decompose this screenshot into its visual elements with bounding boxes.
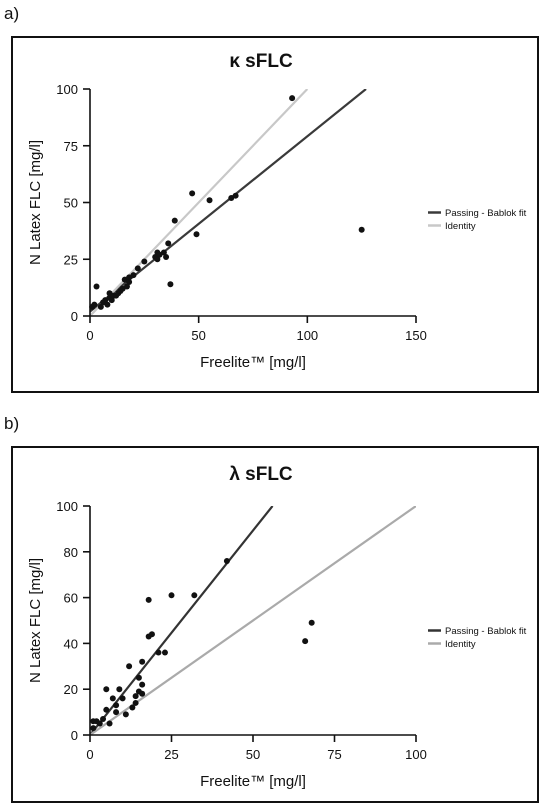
chart-b-frame: λ sFLC 0 20 40 60 80 100 0 25 50 75 100 Freelite™ [m… — [11, 446, 539, 803]
x-tick-label: 75 — [327, 747, 341, 762]
data-point — [100, 715, 107, 722]
identity-line — [90, 89, 309, 316]
y-tick-label: 50 — [64, 196, 78, 211]
data-point — [134, 265, 141, 272]
data-point — [193, 231, 200, 238]
data-point — [189, 190, 196, 197]
y-tick-label: 40 — [64, 636, 78, 651]
x-tick-label: 0 — [86, 328, 93, 343]
data-point — [108, 297, 115, 304]
data-point — [171, 217, 178, 224]
chart-b: λ sFLC 0 20 40 60 80 100 0 25 50 75 100 Freelite™ [m… — [27, 464, 527, 790]
y-tick-label: 0 — [71, 728, 78, 743]
data-point — [130, 272, 137, 279]
data-point — [109, 695, 116, 702]
x-tick-label: 100 — [296, 328, 318, 343]
data-point — [91, 301, 98, 308]
panel-a-label: a) — [4, 4, 20, 23]
data-point — [168, 592, 175, 599]
data-point — [132, 693, 139, 700]
data-point — [135, 674, 142, 681]
data-point — [119, 695, 126, 702]
data-point — [126, 278, 133, 285]
x-axis-label: Freelite™ [mg/l] — [200, 773, 306, 790]
chart-title: λ sFLC — [229, 464, 293, 485]
y-axis-label: N Latex FLC [mg/l] — [27, 558, 44, 683]
data-point — [126, 663, 133, 670]
x-tick-label: 50 — [246, 747, 260, 762]
data-point — [103, 706, 110, 713]
y-tick-label: 100 — [56, 499, 78, 514]
panel-b-label: b) — [4, 414, 20, 433]
x-tick-label: 25 — [164, 747, 178, 762]
y-axis-label: N Latex FLC [mg/l] — [27, 140, 44, 265]
data-point — [165, 240, 172, 247]
chart-a: κ sFLC 0 25 50 75 100 0 50 100 150 Freelite™ [mg/l… — [27, 51, 527, 371]
data-point — [97, 303, 104, 310]
x-tick-label: 50 — [191, 328, 205, 343]
data-point — [163, 253, 170, 260]
y-tick-label: 0 — [71, 309, 78, 324]
legend-identity-label: Identity — [445, 221, 476, 232]
data-point — [93, 283, 100, 290]
data-point — [155, 649, 162, 656]
data-point — [123, 283, 130, 290]
x-tick-label: 150 — [405, 328, 427, 343]
data-point — [139, 658, 146, 665]
data-point — [223, 557, 230, 564]
data-point — [160, 249, 167, 256]
data-point — [90, 725, 97, 732]
data-point — [132, 699, 139, 706]
y-tick-label: 25 — [64, 252, 78, 267]
data-point — [139, 690, 146, 697]
data-point — [191, 592, 198, 599]
x-axis-label: Freelite™ [mg/l] — [200, 354, 306, 371]
data-point — [154, 256, 161, 263]
data-point — [113, 702, 120, 709]
data-point — [358, 226, 365, 233]
data-point — [106, 720, 113, 727]
data-point — [122, 711, 129, 718]
data-point — [232, 192, 239, 199]
x-tick-label: 0 — [86, 747, 93, 762]
chart-title: κ sFLC — [229, 51, 293, 72]
data-point — [302, 638, 309, 645]
legend-fit-label: Passing - Bablok fit — [445, 208, 527, 219]
data-point — [96, 720, 103, 727]
chart-a-frame: κ sFLC 0 25 50 75 100 0 50 100 150 Freelite™ [mg/l… — [11, 36, 539, 393]
y-tick-label: 100 — [56, 82, 78, 97]
y-tick-label: 20 — [64, 682, 78, 697]
data-point — [161, 649, 168, 656]
data-point — [141, 258, 148, 265]
data-point — [103, 686, 110, 693]
legend-identity-label: Identity — [445, 639, 476, 650]
passing-bablok-fit-line — [90, 506, 274, 735]
identity-line — [90, 506, 416, 735]
data-point — [206, 197, 213, 204]
data-point — [129, 704, 136, 711]
y-tick-label: 80 — [64, 545, 78, 560]
data-point — [167, 281, 174, 288]
data-point — [148, 631, 155, 638]
x-tick-label: 100 — [405, 747, 427, 762]
data-point — [104, 301, 111, 308]
data-point — [289, 95, 296, 102]
data-point — [145, 596, 152, 603]
data-point — [139, 681, 146, 688]
legend-fit-label: Passing - Bablok fit — [445, 626, 527, 637]
data-point — [116, 686, 123, 693]
data-point — [113, 709, 120, 716]
data-point — [308, 619, 315, 626]
y-tick-label: 60 — [64, 591, 78, 606]
y-tick-label: 75 — [64, 139, 78, 154]
